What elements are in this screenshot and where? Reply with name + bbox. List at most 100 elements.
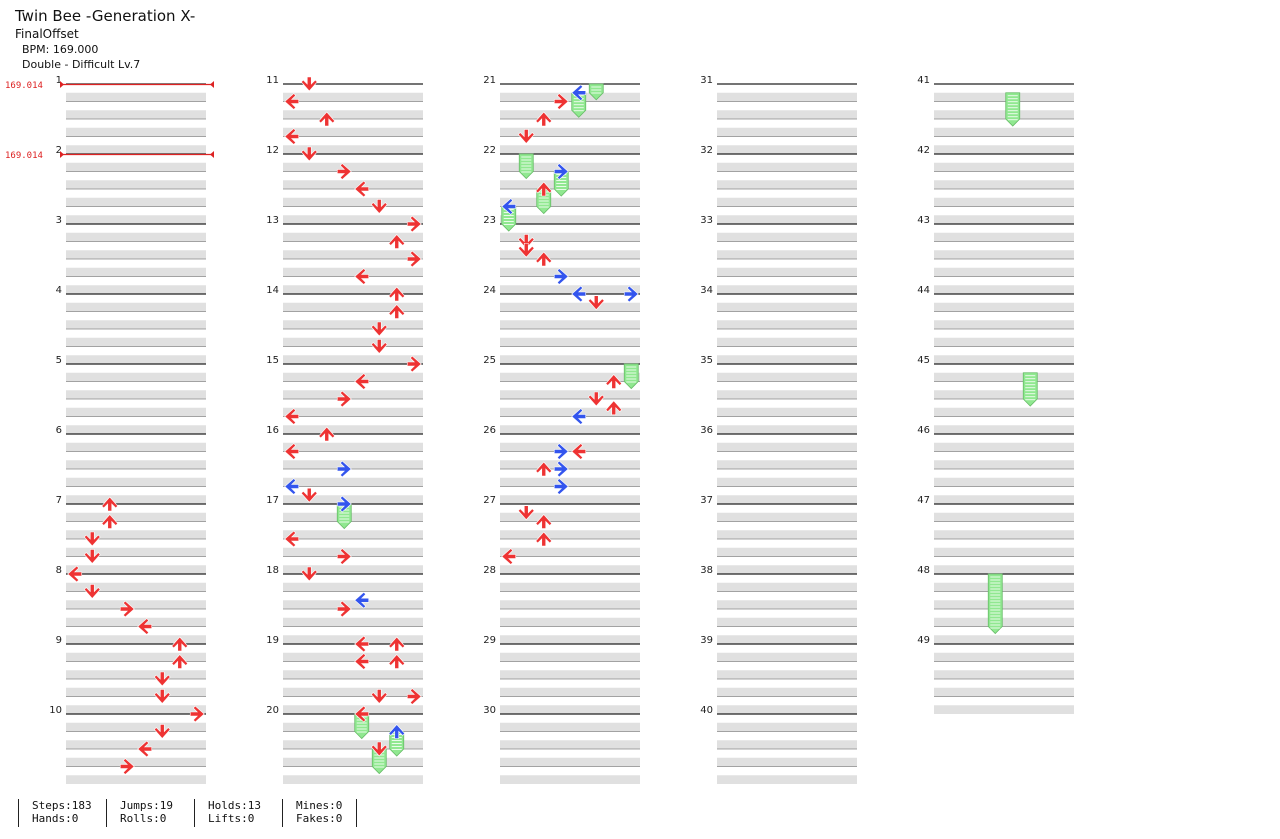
measure-number: 11 (266, 75, 279, 86)
beat-stripe (500, 460, 640, 469)
arrow-right-icon (406, 688, 422, 705)
beat-stripe (717, 215, 857, 224)
beat-stripe (934, 372, 1074, 382)
bpm-change-label: 169.014 (5, 81, 43, 91)
beat-stripe (934, 127, 1074, 137)
beat-stripe (66, 407, 206, 417)
stats-column: Steps:183 Hands:0 (18, 799, 106, 827)
beat-stripe (717, 355, 857, 364)
measure-number: 7 (56, 495, 62, 506)
beat-stripe (934, 670, 1074, 679)
beat-stripe (500, 600, 640, 609)
measure-number: 12 (266, 145, 279, 156)
arrow-down-icon (517, 242, 535, 258)
arrow-right-icon (336, 600, 352, 618)
beat-stripe (283, 267, 423, 277)
beat-stripe (500, 635, 640, 644)
beat-stripe (717, 162, 857, 172)
steps-count: Steps:183 (32, 799, 92, 812)
beat-stripe (66, 757, 206, 767)
measure-number: 20 (266, 705, 279, 716)
beat-stripe (66, 705, 206, 714)
beat-stripe (500, 722, 640, 732)
beat-stripe (500, 775, 640, 784)
beat-stripe (934, 197, 1074, 207)
beat-stripe (283, 477, 423, 487)
beat-stripe (500, 687, 640, 697)
arrow-left-icon (354, 635, 370, 653)
beat-stripe (500, 407, 640, 417)
beat-stripe (283, 407, 423, 417)
beat-stripe (717, 302, 857, 312)
song-title: Twin Bee -Generation X- (15, 7, 196, 25)
beat-stripe (934, 337, 1074, 347)
arrow-left-icon (284, 408, 300, 425)
beat-stripe (717, 92, 857, 102)
measure-number: 32 (700, 145, 713, 156)
beat-stripe (500, 267, 640, 277)
beat-stripe (934, 547, 1074, 557)
arrow-up-icon (535, 111, 553, 127)
measure-number: 22 (483, 145, 496, 156)
measure-number: 36 (700, 425, 713, 436)
measure-number: 16 (266, 425, 279, 436)
arrow-up-icon (535, 531, 553, 547)
measure-number: 38 (700, 565, 713, 576)
lifts-count: Lifts:0 (208, 812, 255, 825)
beat-stripe (934, 477, 1074, 487)
arrow-up-icon (535, 514, 553, 529)
arrow-up-icon (388, 654, 406, 669)
beat-stripe (717, 145, 857, 154)
beat-stripe (717, 285, 857, 294)
measure-number: 13 (266, 215, 279, 226)
arrow-up-icon (101, 514, 119, 529)
beat-stripe (66, 582, 206, 592)
beat-stripe (500, 705, 640, 714)
beat-stripe (500, 337, 640, 347)
beat-stripe (66, 232, 206, 242)
measure-number: 19 (266, 635, 279, 646)
hold-note (588, 83, 604, 101)
beat-stripe (934, 460, 1074, 469)
measure-number: 30 (483, 705, 496, 716)
beat-stripe (717, 337, 857, 347)
beat-stripe (717, 442, 857, 452)
beat-stripe (717, 320, 857, 329)
arrow-down-icon (300, 146, 318, 162)
arrow-right-icon (189, 705, 205, 723)
beat-stripe (283, 372, 423, 382)
beat-stripe (283, 180, 423, 189)
arrow-down-icon (370, 689, 388, 704)
beat-stripe (66, 652, 206, 662)
beat-stripe (717, 757, 857, 767)
beat-stripe (934, 320, 1074, 329)
bpm-change-label: 169.014 (5, 151, 43, 161)
beat-stripe (934, 145, 1074, 154)
beat-stripe (934, 425, 1074, 434)
beat-stripe (500, 477, 640, 487)
beat-stripe (934, 582, 1074, 592)
arrow-up-icon (605, 374, 623, 389)
measure-number: 18 (266, 565, 279, 576)
beat-stripe (500, 495, 640, 504)
beat-stripe (717, 740, 857, 749)
arrow-down-icon (370, 339, 388, 354)
measure-number: 44 (917, 285, 930, 296)
beat-stripe (283, 565, 423, 574)
bpm-marker-icon (210, 81, 214, 88)
beat-stripe (283, 110, 423, 119)
measure-number: 41 (917, 75, 930, 86)
arrow-left-icon (284, 128, 300, 145)
measure-number: 27 (483, 495, 496, 506)
beat-stripe (66, 425, 206, 434)
beat-stripe (934, 215, 1074, 224)
beat-stripe (283, 92, 423, 102)
beat-stripe (283, 757, 423, 767)
beat-stripe (66, 285, 206, 294)
beat-stripe (717, 267, 857, 277)
beat-stripe (500, 670, 640, 679)
measure-number: 35 (700, 355, 713, 366)
beat-stripe (500, 425, 640, 434)
beat-stripe (500, 162, 640, 172)
